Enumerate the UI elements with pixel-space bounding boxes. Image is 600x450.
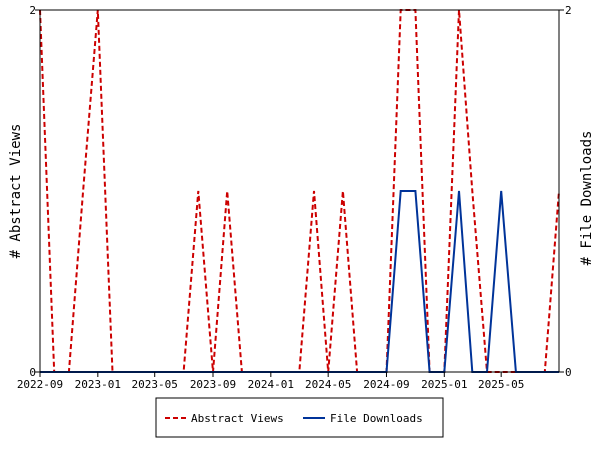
- x-tick-label: 2025-05: [478, 378, 524, 391]
- y-axis-right-title: # File Downloads: [579, 131, 595, 266]
- x-tick-label: 2024-09: [363, 378, 409, 391]
- y-left-tick-label: 0: [29, 366, 36, 379]
- x-tick-label: 2023-05: [132, 378, 178, 391]
- series-layer: [39, 9, 560, 373]
- y-axis-left-title: # Abstract Views: [8, 124, 24, 259]
- x-tick-label: 2022-09: [17, 378, 63, 391]
- legend: Abstract Views File Downloads: [155, 397, 444, 438]
- legend-label-abstract-views: Abstract Views: [191, 412, 284, 425]
- series-line-abstract-views: [39, 9, 560, 373]
- x-tick-label: 2023-09: [190, 378, 236, 391]
- x-tick-label: 2025-01: [421, 378, 467, 391]
- x-tick-label: 2024-05: [305, 378, 351, 391]
- series-line-file-downloads: [40, 190, 559, 373]
- plot-area-frame: [39, 9, 560, 373]
- x-tick-label: 2024-01: [248, 378, 294, 391]
- y-left-tick-label: 2: [29, 4, 36, 17]
- legend-label-file-downloads: File Downloads: [330, 412, 423, 425]
- axis-ticks: 2022-09 2023-01 2023-05 2023-09 2024-01 2024-…: [17, 4, 572, 391]
- y-right-tick-label: 2: [565, 4, 572, 17]
- legend-box: [155, 397, 444, 438]
- y-right-tick-label: 0: [565, 366, 572, 379]
- x-tick-label: 2023-01: [75, 378, 121, 391]
